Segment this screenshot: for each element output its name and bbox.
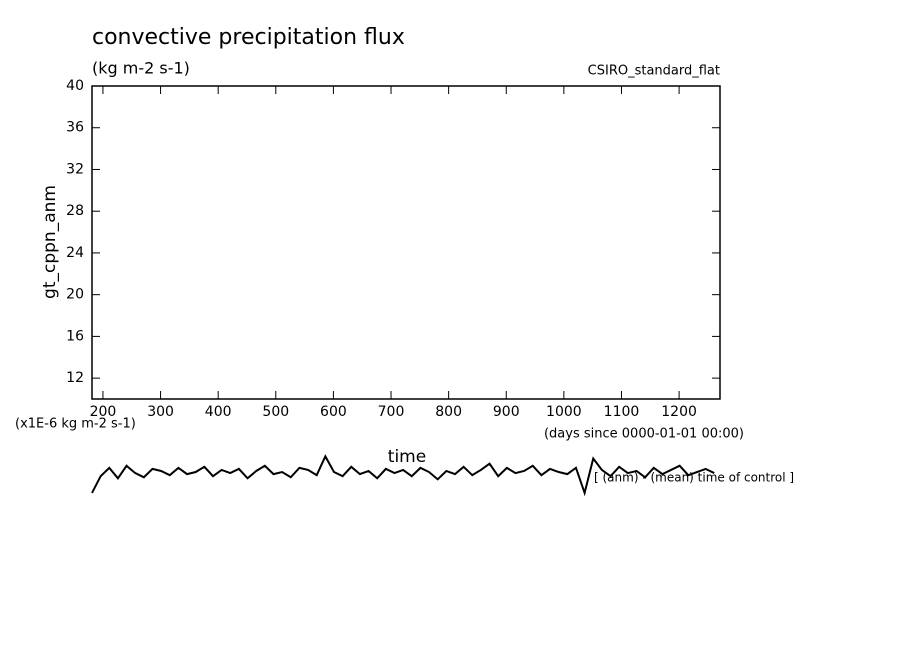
x-tick-label: 700 — [378, 404, 405, 420]
y-units: (x1E-6 kg m-2 s-1) — [15, 417, 136, 432]
data-line — [91, 454, 715, 497]
chart-subtitle: (kg m-2 s-1) — [92, 59, 190, 78]
x-tick-label: 800 — [435, 404, 462, 420]
x-tick-label: 300 — [147, 404, 174, 420]
x-tick-label: 200 — [90, 404, 117, 420]
x-tick-label: 1200 — [661, 404, 697, 420]
x-tick-label: 1000 — [546, 404, 582, 420]
y-tick-label: 40 — [66, 78, 84, 94]
x-tick-label: 600 — [320, 404, 347, 420]
y-axis-label: gt_cppn_anm — [40, 185, 60, 299]
plot-frame — [91, 85, 721, 400]
y-tick-label: 36 — [66, 120, 84, 136]
annotation: [ (anm) - (mean) time of control ] — [594, 471, 794, 485]
x-axis-label: time — [388, 447, 426, 467]
x-tick-label: 400 — [205, 404, 232, 420]
x-tick-label: 1100 — [604, 404, 640, 420]
y-tick-label: 24 — [66, 245, 84, 261]
source-label: CSIRO_standard_flat — [588, 64, 720, 79]
x-tick-label: 900 — [493, 404, 520, 420]
y-tick-label: 20 — [66, 287, 84, 303]
y-tick-label: 28 — [66, 203, 84, 219]
chart-title: convective precipitation flux — [92, 25, 405, 50]
x-tick-label: 500 — [262, 404, 289, 420]
y-tick-label: 32 — [66, 161, 84, 177]
y-tick-label: 12 — [66, 370, 84, 386]
x-units: (days since 0000-01-01 00:00) — [544, 427, 744, 442]
y-tick-label: 16 — [66, 328, 84, 344]
